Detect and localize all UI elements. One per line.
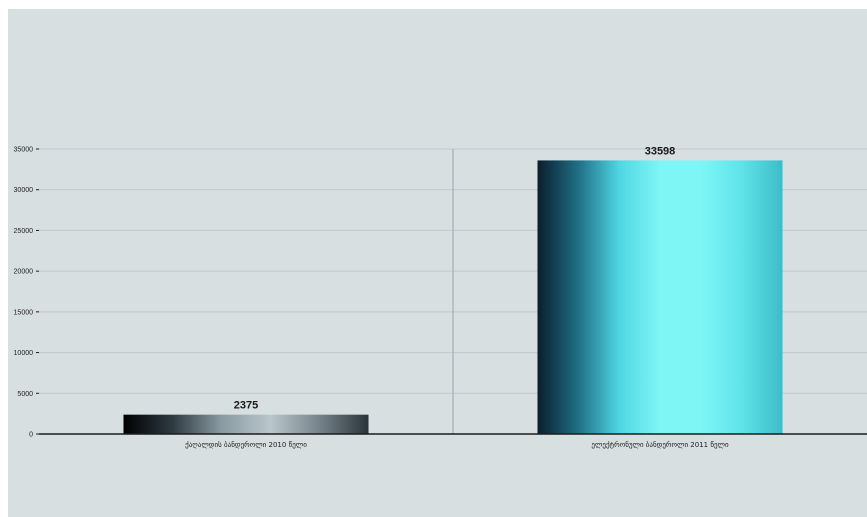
bar [123,414,369,434]
y-tick-label: 5000 [17,391,33,398]
y-tick-label: 35000 [14,147,34,154]
data-label: 2375 [234,400,258,412]
chart-area: 0 5000 10000 15000 20000 25000 30000 35000 2375 ქ… [8,9,867,517]
y-tick-label: 20000 [14,269,34,276]
category-label: ელექტრონული ბანდეროლი 2011 წელი [591,440,729,449]
bar [537,160,783,434]
data-label: 33598 [645,145,676,157]
y-tick-label: 15000 [14,309,34,316]
category-label: ქაღალდის ბანდეროლი 2010 წელი [185,440,307,449]
y-tick-label: 30000 [14,187,34,194]
y-tick-label: 0 [29,432,33,439]
y-tick-label: 25000 [14,228,34,235]
bar-chart: 0 5000 10000 15000 20000 25000 30000 35000 2375 ქ… [14,145,867,449]
y-tick-label: 10000 [14,350,34,357]
